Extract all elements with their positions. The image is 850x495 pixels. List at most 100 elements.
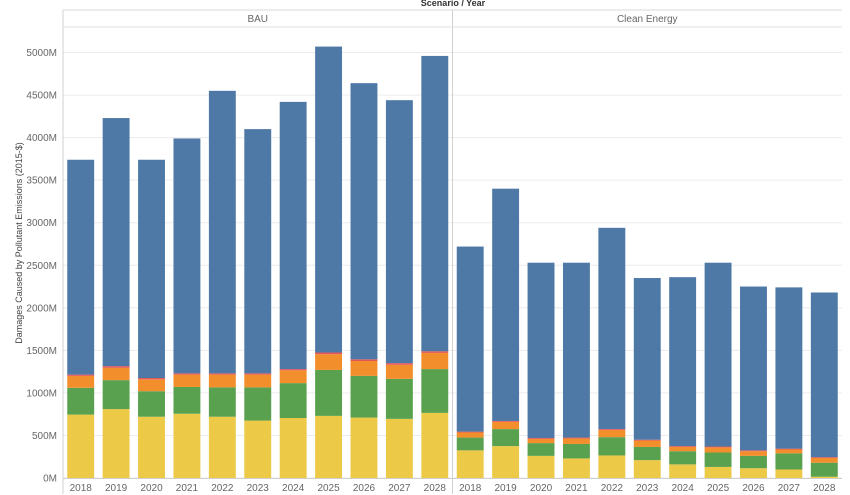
bar-segment: [173, 138, 201, 374]
x-tick-label: 2023: [636, 483, 659, 494]
y-tick-label: 1500M: [26, 346, 57, 357]
bar-segment: [244, 373, 272, 375]
bar-segment: [669, 464, 697, 478]
bar-segment: [279, 370, 307, 384]
bar-segment: [456, 246, 484, 432]
bar-segment: [138, 159, 165, 379]
panel-header-label: BAU: [247, 14, 268, 25]
bar-segment: [350, 375, 378, 418]
bar-segment: [244, 420, 272, 478]
bar-segment: [633, 460, 661, 478]
bar-segment: [810, 457, 838, 459]
bar-segment: [138, 378, 165, 380]
bar-segment: [421, 55, 449, 352]
bar-segment: [598, 437, 626, 456]
y-axis-title: Damages Caused by Pollutant Emissions (2…: [14, 142, 24, 344]
bar-segment: [350, 359, 378, 361]
x-tick-label: 2022: [211, 483, 234, 494]
bar-segment: [492, 446, 520, 478]
bar-segment: [598, 429, 626, 438]
bar-segment: [598, 429, 626, 430]
bar-segment: [208, 90, 236, 374]
x-tick-label: 2028: [813, 483, 836, 494]
bar-segment: [740, 451, 767, 456]
bar-segment: [102, 409, 130, 478]
bar-segment: [244, 374, 272, 388]
bar-segment: [633, 278, 661, 440]
bar-segment: [562, 443, 590, 459]
bar-segment: [208, 374, 236, 388]
chart-title: Scenario / Year: [421, 0, 486, 8]
bar-segment: [456, 431, 484, 433]
y-tick-label: 2500M: [26, 261, 57, 272]
bar-segment: [173, 413, 201, 478]
x-tick-label: 2019: [494, 483, 517, 494]
bar-segment: [315, 369, 343, 416]
bar-segment: [315, 354, 343, 370]
bar-segment: [527, 438, 555, 444]
bar-segment: [421, 351, 449, 353]
bar-segment: [244, 387, 272, 421]
bar-segment: [669, 277, 697, 447]
bar-segment: [385, 363, 413, 365]
bar-segment: [704, 452, 732, 467]
x-tick-label: 2026: [353, 483, 376, 494]
bar-segment: [102, 380, 130, 410]
bar-segment: [385, 100, 413, 364]
bar-segment: [385, 378, 413, 419]
bar-segment: [279, 101, 307, 370]
y-tick-label: 4500M: [26, 91, 57, 102]
bar-segment: [385, 364, 413, 379]
bar-segment: [633, 439, 661, 441]
bar-segment: [633, 446, 661, 461]
bar-segment: [775, 287, 803, 449]
x-tick-label: 2019: [105, 483, 128, 494]
bar-segment: [704, 466, 732, 478]
bar-segment: [740, 468, 767, 478]
bar-segment: [421, 352, 449, 370]
bar-segment: [208, 373, 236, 375]
bar-segment: [67, 375, 95, 388]
bar-segment: [102, 366, 130, 368]
bar-segment: [775, 449, 803, 454]
bar-segment: [102, 118, 130, 367]
x-tick-label: 2021: [565, 483, 588, 494]
x-tick-label: 2027: [778, 483, 801, 494]
bar-segment: [704, 446, 732, 448]
y-tick-label: 5000M: [26, 48, 57, 59]
x-tick-label: 2022: [601, 483, 624, 494]
bar-segment: [279, 369, 307, 371]
x-tick-label: 2026: [742, 483, 765, 494]
bar-segment: [527, 455, 555, 478]
bar-segment: [527, 262, 555, 439]
bar-segment: [138, 416, 165, 478]
x-tick-label: 2024: [282, 483, 305, 494]
x-tick-label: 2020: [140, 483, 163, 494]
bar-segment: [138, 391, 165, 417]
x-tick-label: 2021: [176, 483, 199, 494]
bar-segment: [598, 455, 626, 478]
bar-segment: [385, 418, 413, 478]
bar-segment: [315, 46, 343, 353]
bar-segment: [315, 352, 343, 355]
bar-segment: [173, 373, 201, 375]
y-tick-label: 3500M: [26, 176, 57, 187]
bar-segment: [456, 450, 484, 478]
bar-segment: [775, 469, 803, 478]
bar-segment: [562, 458, 590, 478]
bar-segment: [598, 227, 626, 430]
bar-segment: [67, 387, 95, 415]
bar-segment: [527, 438, 555, 439]
x-tick-label: 2027: [388, 483, 411, 494]
bar-segment: [421, 369, 449, 413]
x-tick-label: 2020: [530, 483, 553, 494]
bar-segment: [775, 453, 803, 470]
bar-segment: [315, 415, 343, 478]
bar-segment: [669, 451, 697, 465]
bar-segment: [67, 414, 95, 478]
bar-segment: [279, 418, 307, 478]
panel-header-label: Clean Energy: [617, 14, 678, 25]
bar-segment: [67, 374, 95, 376]
bar-segment: [669, 446, 697, 452]
